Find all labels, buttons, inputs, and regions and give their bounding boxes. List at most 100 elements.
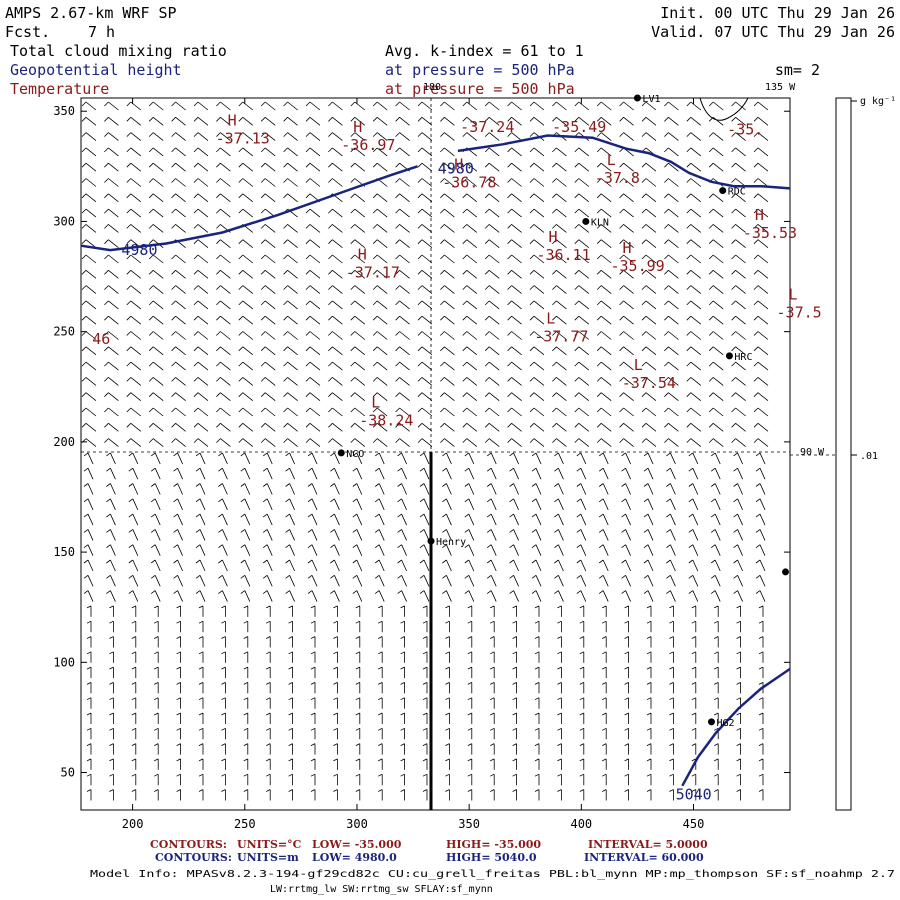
wind-barb bbox=[440, 193, 455, 203]
wind-barb bbox=[176, 666, 181, 679]
wind-barb bbox=[714, 697, 719, 709]
wind-barb bbox=[240, 529, 251, 541]
wind-barb bbox=[216, 346, 231, 356]
wind-barb bbox=[104, 116, 119, 126]
wind-barb bbox=[574, 392, 590, 402]
wind-barb bbox=[131, 712, 137, 724]
wind-barb bbox=[731, 285, 746, 294]
wind-barb bbox=[395, 147, 410, 157]
wind-barb bbox=[328, 208, 343, 218]
wind-barb bbox=[288, 620, 293, 633]
wind-barb bbox=[552, 269, 567, 279]
wind-barb bbox=[154, 743, 159, 755]
wind-barb bbox=[283, 315, 298, 325]
wind-barb bbox=[176, 789, 181, 801]
wind-barb bbox=[126, 285, 142, 294]
wind-barb bbox=[173, 452, 183, 465]
wind-barb bbox=[193, 392, 209, 402]
wind-barb bbox=[260, 132, 276, 141]
wind-barb bbox=[400, 712, 405, 724]
wind-barb bbox=[350, 101, 366, 111]
wind-barb bbox=[643, 574, 654, 587]
wind-barb bbox=[641, 162, 657, 172]
wind-barb bbox=[664, 101, 679, 111]
wind-barb bbox=[260, 315, 276, 325]
wind-barb bbox=[148, 422, 164, 432]
wind-barb bbox=[240, 498, 251, 510]
wind-barb bbox=[106, 498, 116, 510]
wind-barb bbox=[350, 269, 366, 279]
wind-barb bbox=[731, 193, 746, 203]
wind-barb bbox=[646, 651, 652, 663]
contour-label: 4980 bbox=[438, 160, 474, 178]
wind-barb bbox=[736, 620, 741, 633]
wind-barb bbox=[328, 438, 343, 447]
wind-barb bbox=[714, 636, 719, 648]
wind-barb bbox=[731, 208, 746, 218]
wind-barb bbox=[512, 727, 517, 740]
wind-barb bbox=[643, 513, 654, 526]
wind-barb bbox=[238, 407, 254, 417]
wind-barb bbox=[596, 315, 612, 325]
wind-barb bbox=[686, 377, 702, 386]
wind-barb bbox=[198, 620, 204, 633]
wind-barb bbox=[512, 651, 517, 663]
wind-barb bbox=[104, 361, 119, 371]
wind-barb bbox=[758, 620, 764, 633]
lon-135-label: 135 W bbox=[765, 82, 796, 93]
wind-barb bbox=[126, 346, 142, 356]
footer-interval-2: INTERVAL= 60.000 bbox=[584, 851, 704, 864]
wind-barb bbox=[154, 712, 159, 724]
wind-barb bbox=[664, 178, 679, 187]
wind-barb bbox=[512, 789, 517, 801]
plot-frame bbox=[80, 97, 791, 811]
station-dot bbox=[725, 352, 733, 360]
wind-barb bbox=[579, 620, 585, 633]
wind-barb bbox=[484, 438, 500, 447]
wind-barb bbox=[619, 178, 634, 187]
wind-barb bbox=[307, 498, 318, 510]
wind-barb bbox=[422, 651, 428, 663]
wind-barb bbox=[328, 147, 343, 157]
wind-barb bbox=[579, 727, 585, 740]
wind-barb bbox=[736, 773, 741, 786]
wind-barb bbox=[758, 666, 764, 679]
wind-barb bbox=[333, 789, 338, 801]
wind-barb bbox=[260, 377, 276, 386]
wind-barb bbox=[753, 285, 769, 294]
model-info-2: LW:rrtmg_lw SW:rrtmg_sw SFLAY:sf_mynn bbox=[270, 884, 493, 895]
wind-barb bbox=[216, 269, 231, 279]
wind-barb bbox=[378, 605, 383, 617]
wind-barb bbox=[419, 513, 430, 526]
wind-barb bbox=[193, 132, 209, 141]
wind-barb bbox=[104, 438, 119, 447]
wind-barb bbox=[462, 315, 478, 325]
wind-barb bbox=[440, 392, 455, 402]
wind-barb bbox=[596, 377, 612, 386]
wind-barb bbox=[352, 483, 363, 495]
wind-barb bbox=[686, 438, 702, 447]
wind-barb bbox=[624, 789, 629, 801]
wind-barb bbox=[148, 331, 164, 340]
wind-barb bbox=[104, 178, 119, 187]
wind-barb bbox=[262, 483, 273, 495]
field-temperature: Temperature bbox=[10, 80, 109, 98]
wind-barb bbox=[350, 315, 366, 325]
wind-barb bbox=[641, 377, 657, 386]
wind-barb bbox=[374, 452, 385, 465]
wind-barb bbox=[686, 407, 702, 417]
wind-barb bbox=[193, 285, 209, 294]
wind-barb bbox=[355, 636, 361, 648]
wind-barb bbox=[641, 239, 657, 249]
wind-barb bbox=[664, 208, 679, 218]
hl-letter: H bbox=[623, 239, 632, 257]
wind-barb bbox=[486, 559, 497, 572]
wind-barb bbox=[691, 620, 697, 633]
wind-barb bbox=[173, 483, 183, 495]
wind-barb bbox=[395, 422, 410, 432]
wind-barb bbox=[529, 300, 545, 310]
wind-barb bbox=[104, 407, 119, 417]
footer-units-1: UNITS=°C bbox=[237, 838, 302, 851]
hl-value: -38.24 bbox=[359, 411, 413, 429]
smoothing-label: sm= 2 bbox=[775, 61, 820, 79]
